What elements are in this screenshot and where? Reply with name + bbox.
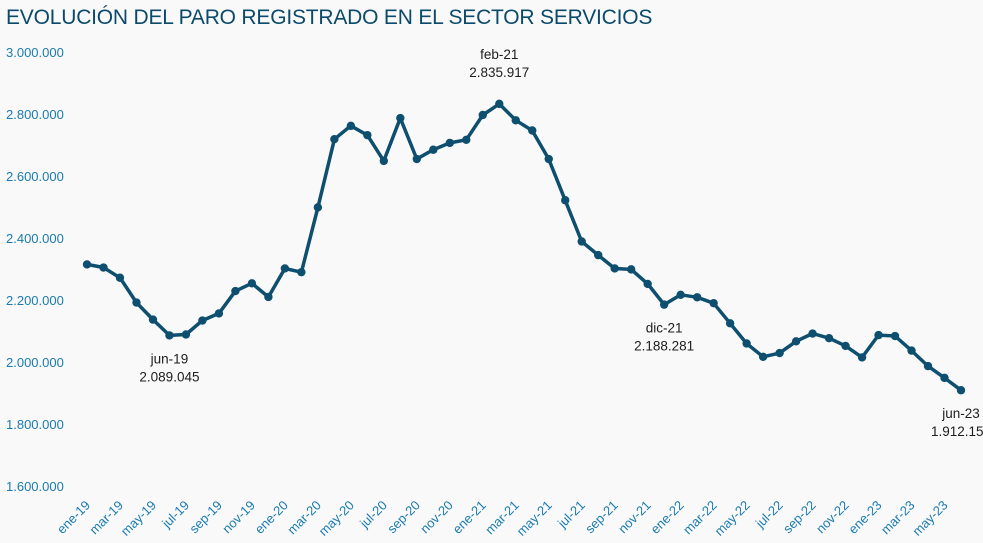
x-tick-label: nov-19 xyxy=(219,498,258,537)
series-line xyxy=(85,102,963,392)
data-point xyxy=(775,348,784,358)
data-point xyxy=(544,154,553,164)
annotation-label: feb-21 xyxy=(480,47,518,62)
data-point xyxy=(841,341,850,351)
data-point xyxy=(857,353,867,362)
data-point xyxy=(346,121,356,131)
data-point xyxy=(940,373,949,383)
data-point xyxy=(330,134,339,144)
data-point xyxy=(99,263,108,272)
data-point xyxy=(214,309,224,318)
data-point xyxy=(280,264,290,273)
y-axis: 1.600.000 1.800.000 2.000.000 2.200.000 2.40… xyxy=(6,45,64,494)
y-tick-label: 2.000.000 xyxy=(6,355,64,370)
y-tick-label: 1.800.000 xyxy=(6,417,64,432)
data-point xyxy=(297,267,306,277)
data-point xyxy=(115,273,125,282)
x-tick-label: sep-21 xyxy=(582,498,621,537)
data-point xyxy=(808,329,817,338)
data-point xyxy=(824,334,834,343)
data-point xyxy=(528,126,537,135)
data-point xyxy=(445,138,454,148)
data-point xyxy=(692,293,702,302)
data-point xyxy=(577,237,586,246)
y-tick-label: 2.800.000 xyxy=(6,107,64,122)
annotations-layer: jun-19 2.089.045 feb-21 2.835.917 dic-21 2.18… xyxy=(139,47,983,439)
x-tick-label: ene-20 xyxy=(252,498,291,537)
data-point xyxy=(758,352,768,361)
x-tick-label: sep-19 xyxy=(186,498,225,537)
x-tick-label: ene-21 xyxy=(450,498,489,537)
data-point xyxy=(594,250,603,260)
x-tick-label: nov-21 xyxy=(615,498,654,537)
data-point xyxy=(643,279,652,289)
x-tick-label: may-22 xyxy=(711,498,752,539)
data-point xyxy=(247,279,257,288)
data-point xyxy=(313,203,323,212)
annotation-label: jun-19 xyxy=(150,351,189,366)
data-point xyxy=(676,290,685,299)
x-tick-label: ene-19 xyxy=(54,498,93,537)
annotation-value: 2.835.917 xyxy=(469,65,529,80)
x-tick-label: ene-22 xyxy=(648,498,687,537)
data-point xyxy=(511,116,520,125)
y-tick-label: 1.600.000 xyxy=(6,479,64,494)
data-point xyxy=(231,286,240,296)
data-point xyxy=(412,154,422,164)
data-point xyxy=(396,113,405,123)
y-tick-label: 2.400.000 xyxy=(6,231,64,246)
data-point xyxy=(874,330,883,340)
annotation-label: jun-23 xyxy=(941,406,980,421)
data-point xyxy=(709,298,718,308)
data-point xyxy=(264,292,273,302)
data-point xyxy=(82,260,92,269)
x-tick-label: sep-22 xyxy=(780,498,819,537)
series-layer xyxy=(85,102,963,392)
y-tick-label: 3.000.000 xyxy=(6,45,64,60)
x-tick-label: sep-20 xyxy=(384,498,423,537)
data-point xyxy=(462,135,471,144)
data-point xyxy=(198,316,207,325)
y-tick-label: 2.600.000 xyxy=(6,169,64,184)
data-point xyxy=(890,331,900,341)
data-point xyxy=(165,331,174,340)
data-point xyxy=(429,145,438,154)
data-point xyxy=(561,196,570,205)
x-tick-label: nov-20 xyxy=(417,498,456,537)
data-point xyxy=(742,339,751,348)
data-point xyxy=(132,298,141,307)
x-tick-label: may-19 xyxy=(118,498,159,539)
x-tick-label: may-23 xyxy=(909,498,950,539)
data-point xyxy=(181,330,191,339)
points-layer xyxy=(82,99,966,395)
data-point xyxy=(626,265,636,274)
y-tick-label: 2.200.000 xyxy=(6,293,64,308)
x-tick-label: nov-22 xyxy=(813,498,852,537)
chart-title: EVOLUCIÓN DEL PARO REGISTRADO EN EL SECT… xyxy=(6,6,653,29)
x-tick-label: ene-23 xyxy=(845,498,884,537)
annotation-value: 2.188.281 xyxy=(634,339,694,354)
x-tick-label: may-20 xyxy=(316,498,357,539)
x-tick-label: may-21 xyxy=(514,498,555,539)
data-point xyxy=(659,300,669,309)
annotation-label: dic-21 xyxy=(646,321,683,336)
data-point xyxy=(956,386,966,395)
data-point xyxy=(725,319,735,328)
data-point xyxy=(923,361,933,371)
data-point xyxy=(791,337,801,346)
annotation-value: 2.089.045 xyxy=(139,369,199,384)
data-point xyxy=(478,110,487,120)
data-point xyxy=(379,156,389,166)
annotation-value: 1.912.157 xyxy=(931,424,983,439)
data-point xyxy=(907,346,916,355)
data-point xyxy=(363,130,372,140)
data-point xyxy=(148,315,158,324)
data-point xyxy=(495,99,504,109)
data-point xyxy=(610,264,619,273)
